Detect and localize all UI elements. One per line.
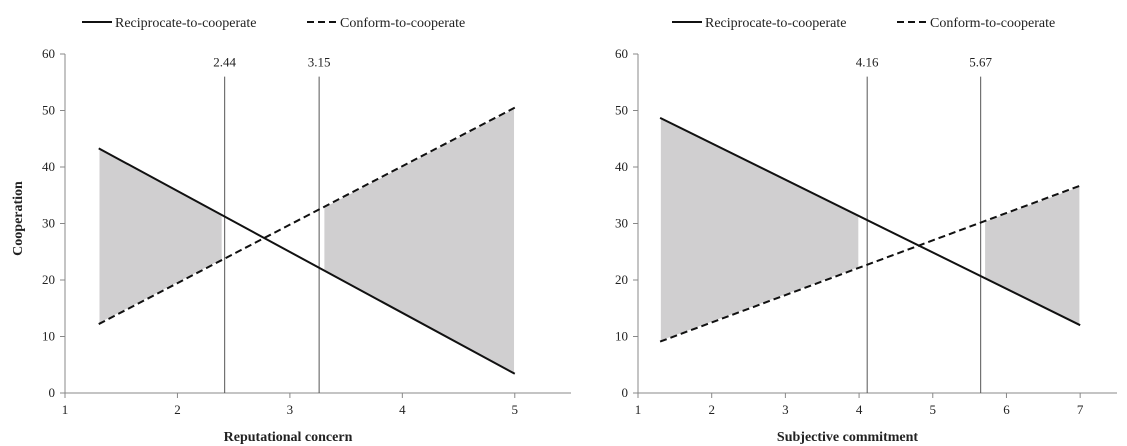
x-tick-label: 7 bbox=[1077, 402, 1084, 417]
x-tick-label: 2 bbox=[174, 402, 181, 417]
y-tick-label: 10 bbox=[615, 329, 628, 344]
x-tick-label: 1 bbox=[635, 402, 642, 417]
y-tick-label: 0 bbox=[622, 385, 629, 400]
x-tick-label: 5 bbox=[930, 402, 937, 417]
x-tick-label: 3 bbox=[782, 402, 789, 417]
vertical-line-label: 4.16 bbox=[856, 54, 879, 69]
vertical-line-label: 2.44 bbox=[213, 54, 236, 69]
shaded-region-1 bbox=[97, 147, 224, 326]
y-tick-label: 0 bbox=[49, 385, 56, 400]
legend-label: Reciprocate-to-cooperate bbox=[115, 16, 256, 31]
y-axis-title: Cooperation bbox=[11, 181, 26, 256]
series-line-conform bbox=[659, 184, 1081, 343]
y-tick-label: 50 bbox=[42, 103, 55, 118]
legend: Reciprocate-to-cooperate Conform-to-coope… bbox=[82, 16, 465, 31]
x-tick-label: 2 bbox=[708, 402, 715, 417]
series-line-reciprocate bbox=[98, 147, 516, 375]
x-axis-title: Reputational concern bbox=[224, 430, 353, 445]
y-tick-label: 20 bbox=[42, 272, 55, 287]
x-tick-label: 3 bbox=[287, 402, 294, 417]
legend-label: Conform-to-cooperate bbox=[340, 16, 465, 31]
x-tick-label: 4 bbox=[856, 402, 863, 417]
x-axis-title: Subjective commitment bbox=[777, 430, 918, 445]
shaded-region-2 bbox=[983, 184, 1081, 327]
y-tick-label: 40 bbox=[42, 159, 55, 174]
x-tick-label: 1 bbox=[62, 402, 69, 417]
shaded-region-2 bbox=[322, 106, 516, 376]
y-tick-label: 60 bbox=[42, 46, 55, 61]
y-tick-label: 20 bbox=[615, 272, 628, 287]
y-tick-label: 30 bbox=[42, 216, 55, 231]
series-line-conform bbox=[98, 106, 516, 325]
legend: Reciprocate-to-cooperate Conform-to-coope… bbox=[672, 16, 1055, 31]
x-tick-label: 5 bbox=[512, 402, 519, 417]
x-tick-label: 6 bbox=[1003, 402, 1010, 417]
vertical-line-label: 5.67 bbox=[969, 54, 992, 69]
legend-label: Conform-to-cooperate bbox=[930, 16, 1055, 31]
chart-panel-1: 0 10 20 30 40 50 60 1 2 3 4 5 2.44 3.15 Reputational c… bbox=[11, 16, 571, 445]
vertical-line-label: 3.15 bbox=[308, 54, 331, 69]
shaded-region-1 bbox=[659, 116, 860, 343]
y-tick-label: 10 bbox=[42, 329, 55, 344]
chart-panel-2: 0 10 20 30 40 50 60 1 2 3 4 5 6 7 4.16 5.67 Subjective c… bbox=[615, 16, 1117, 445]
x-tick-label: 4 bbox=[399, 402, 406, 417]
y-tick-label: 60 bbox=[615, 46, 628, 61]
y-tick-label: 50 bbox=[615, 103, 628, 118]
y-tick-label: 40 bbox=[615, 159, 628, 174]
y-tick-label: 30 bbox=[615, 216, 628, 231]
series-line-reciprocate bbox=[659, 116, 1081, 327]
legend-label: Reciprocate-to-cooperate bbox=[705, 16, 846, 31]
